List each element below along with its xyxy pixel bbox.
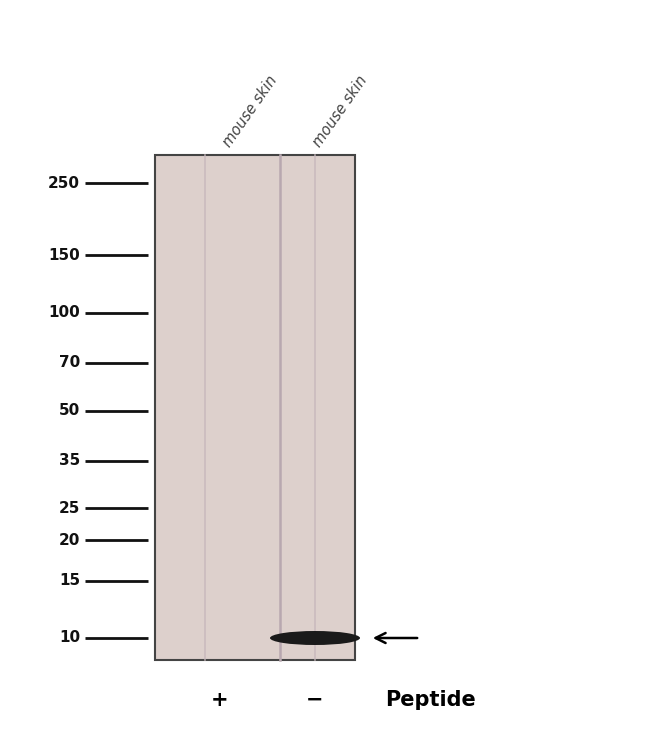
Text: 70: 70 bbox=[58, 356, 80, 370]
Text: 150: 150 bbox=[48, 247, 80, 263]
Text: +: + bbox=[211, 690, 229, 710]
Bar bbox=[155, 155, 355, 660]
Text: 250: 250 bbox=[48, 176, 80, 190]
Ellipse shape bbox=[270, 631, 360, 645]
Text: Peptide: Peptide bbox=[385, 690, 476, 710]
Text: 25: 25 bbox=[58, 501, 80, 516]
Text: mouse skin: mouse skin bbox=[310, 73, 370, 150]
Text: mouse skin: mouse skin bbox=[220, 73, 280, 150]
Text: −: − bbox=[306, 690, 324, 710]
Text: 35: 35 bbox=[58, 453, 80, 468]
Text: 100: 100 bbox=[48, 305, 80, 320]
Text: 20: 20 bbox=[58, 532, 80, 548]
Text: 50: 50 bbox=[58, 403, 80, 418]
Text: 10: 10 bbox=[59, 630, 80, 646]
Text: 15: 15 bbox=[59, 573, 80, 589]
